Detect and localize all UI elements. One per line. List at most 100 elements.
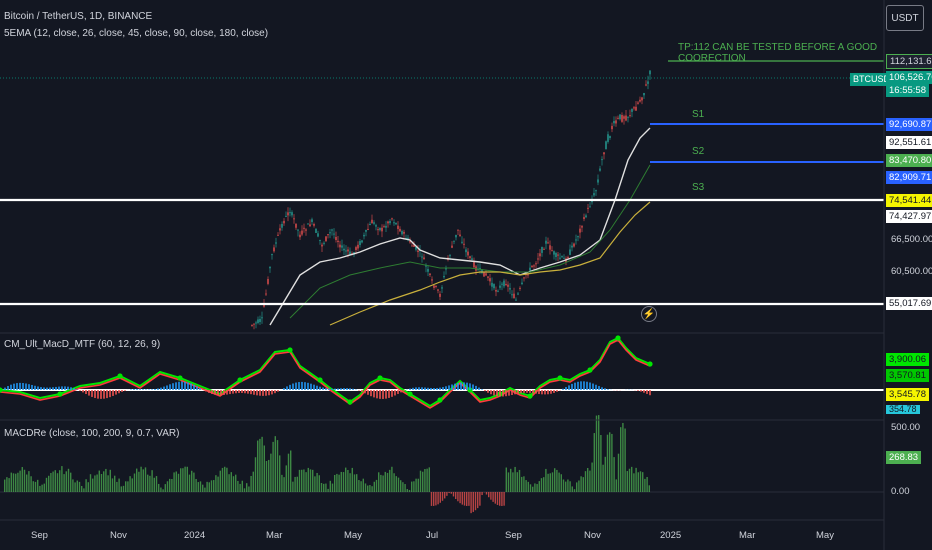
- macdre-bar: [107, 475, 109, 492]
- candle-body: [547, 242, 549, 244]
- macd-histogram-bar: [331, 388, 333, 390]
- macdre-bar: [17, 472, 19, 492]
- macd-histogram-bar: [67, 386, 69, 390]
- candle-body: [365, 229, 367, 232]
- macdre-indicator-label[interactable]: MACDRe (close, 100, 200, 9, 0.7, VAR): [4, 428, 180, 439]
- candle-body: [403, 231, 405, 234]
- macdre-bar: [338, 474, 340, 492]
- macdre-bar: [74, 482, 76, 492]
- macd-histogram-bar: [211, 390, 213, 394]
- candle-body: [559, 257, 561, 259]
- macd-histogram-bar: [556, 390, 558, 392]
- macdre-bar: [186, 466, 188, 492]
- macdre-bar: [65, 471, 67, 492]
- macdre-bar: [114, 475, 116, 492]
- candle-body: [287, 212, 289, 216]
- macd-histogram-bar: [73, 388, 75, 390]
- candle-body: [285, 215, 287, 217]
- candle-body: [587, 207, 589, 209]
- macdre-bar: [193, 472, 195, 492]
- macd-histogram-bar: [496, 390, 498, 397]
- ema-indicator-label[interactable]: 5EMA (12, close, 26, close, 45, close, 9…: [4, 28, 269, 39]
- macdre-bar: [488, 492, 490, 498]
- macd-indicator-label[interactable]: CM_Ult_MacD_MTF (60, 12, 26, 9): [4, 339, 161, 350]
- macdre-bar: [279, 455, 281, 492]
- macdre-bar: [239, 483, 241, 492]
- time-axis-label: Mar: [739, 530, 756, 541]
- macdre-bar: [428, 467, 430, 492]
- currency-button[interactable]: USDT: [886, 5, 924, 31]
- candle-body: [367, 228, 369, 230]
- macdre-bar: [197, 482, 199, 492]
- macdre-bar: [78, 481, 81, 492]
- macd-histogram-bar: [457, 382, 459, 390]
- macdre-pane: [0, 415, 884, 514]
- macdre-bar: [149, 475, 151, 492]
- macd-histogram-bar: [340, 388, 342, 390]
- macd-histogram-bar: [415, 387, 417, 390]
- macdre-bar: [296, 476, 298, 492]
- macd-histogram-bar: [124, 390, 126, 391]
- macdre-bar: [248, 486, 250, 492]
- macdre-bar: [417, 478, 419, 492]
- macdre-bar: [485, 492, 488, 495]
- macdre-bar: [558, 472, 560, 492]
- macdre-bar: [556, 469, 558, 492]
- macdre-bar: [162, 489, 164, 492]
- s1-label: S1: [692, 109, 705, 120]
- macdre-bar: [120, 486, 122, 492]
- macdre-bar: [85, 479, 87, 492]
- macd-histogram-bar: [274, 390, 276, 394]
- macd-histogram-bar: [157, 388, 159, 390]
- candle-body: [349, 251, 351, 255]
- macd-histogram-bar: [133, 389, 135, 390]
- macd-histogram-bar: [304, 382, 306, 390]
- macd-histogram-bar: [298, 382, 300, 390]
- macd-histogram-bar: [367, 390, 369, 395]
- candle-body: [647, 81, 649, 84]
- macd-histogram-bar: [337, 388, 339, 390]
- macd-histogram-bar: [184, 381, 186, 390]
- candle-body: [583, 217, 585, 220]
- macdre-bar: [505, 467, 507, 492]
- macd-histogram-bar: [547, 390, 549, 395]
- macdre-bar: [235, 474, 237, 492]
- macdre-bar: [516, 472, 518, 492]
- candle-body: [395, 222, 397, 225]
- macd-histogram-bar: [472, 384, 474, 390]
- macd-histogram-bar: [499, 390, 501, 397]
- macdre-bar: [598, 415, 600, 492]
- macd-histogram-bar: [553, 390, 555, 393]
- candle-body: [527, 274, 529, 276]
- macdre-bar: [50, 473, 52, 492]
- candle-body: [529, 267, 531, 271]
- macd-histogram-bar: [118, 390, 120, 394]
- macdre-bar: [554, 468, 556, 492]
- candle-body: [549, 245, 551, 250]
- macd-histogram-bar: [112, 390, 114, 396]
- lightning-icon[interactable]: ⚡: [641, 306, 657, 322]
- candle-body: [471, 258, 473, 261]
- candle-body: [555, 253, 557, 258]
- macdre-bar: [386, 472, 389, 492]
- macdre-bar: [142, 469, 144, 492]
- macd-histogram-bar: [22, 383, 24, 390]
- macdre-bar: [576, 482, 578, 492]
- candle-body: [271, 254, 273, 256]
- macdre-bar: [481, 492, 483, 496]
- macdre-bar: [226, 467, 228, 492]
- macdre-bar: [347, 469, 349, 492]
- macd-histogram-bar: [604, 388, 606, 390]
- candle-body: [295, 223, 297, 228]
- candle-body: [467, 251, 469, 256]
- macdre-bar: [241, 480, 243, 492]
- macdre-bar: [155, 476, 158, 492]
- macd-histogram-bar: [379, 390, 381, 399]
- macd-histogram-bar: [358, 390, 360, 391]
- time-axis-label: 2025: [660, 530, 682, 541]
- candle-body: [621, 114, 623, 122]
- macdre-bar: [397, 477, 400, 492]
- candle-body: [643, 93, 645, 96]
- candle-body: [489, 278, 491, 282]
